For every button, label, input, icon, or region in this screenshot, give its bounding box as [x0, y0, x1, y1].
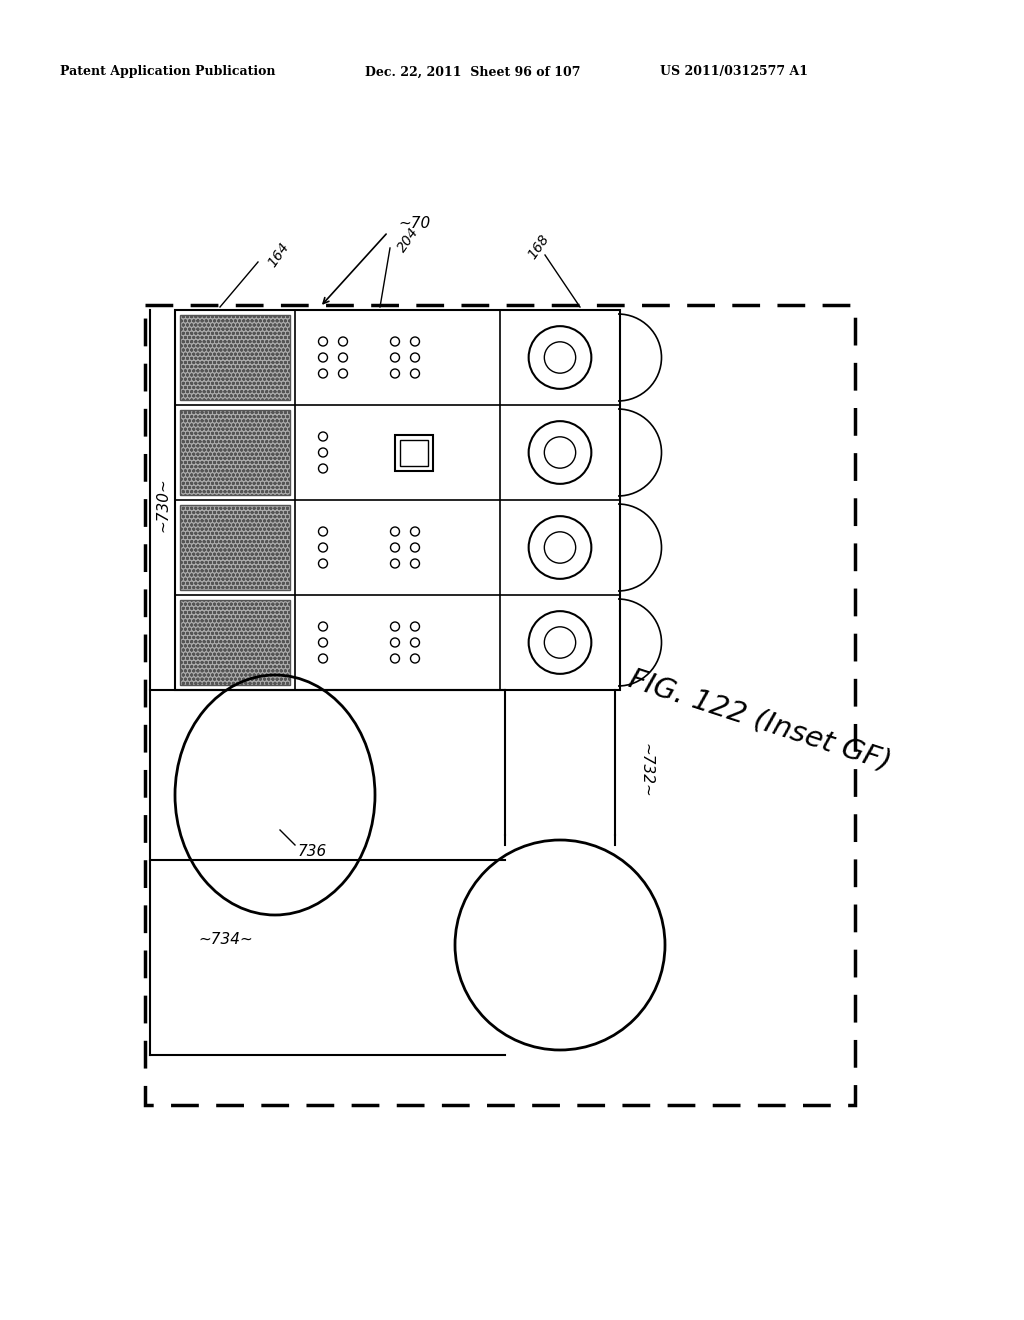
Bar	[180, 411, 290, 495]
Text: Dec. 22, 2011  Sheet 96 of 107: Dec. 22, 2011 Sheet 96 of 107	[365, 66, 581, 78]
Bar	[180, 506, 290, 590]
Bar	[145, 305, 855, 1105]
Text: 168: 168	[525, 232, 552, 261]
Text: 204: 204	[395, 226, 422, 255]
Bar	[395, 434, 433, 470]
Text: ~730~: ~730~	[156, 478, 171, 532]
Bar	[180, 601, 290, 685]
Text: US 2011/0312577 A1: US 2011/0312577 A1	[660, 66, 808, 78]
Text: FIG. 122 (Inset GF): FIG. 122 (Inset GF)	[626, 664, 895, 776]
Text: ~732~: ~732~	[638, 743, 653, 797]
Bar	[180, 315, 290, 400]
Text: ~734~: ~734~	[198, 932, 253, 948]
Text: ~70: ~70	[398, 216, 430, 231]
Bar	[400, 440, 428, 466]
Bar	[175, 310, 620, 690]
Text: Patent Application Publication: Patent Application Publication	[60, 66, 275, 78]
Text: 164: 164	[265, 240, 292, 269]
Text: 736: 736	[298, 845, 328, 859]
